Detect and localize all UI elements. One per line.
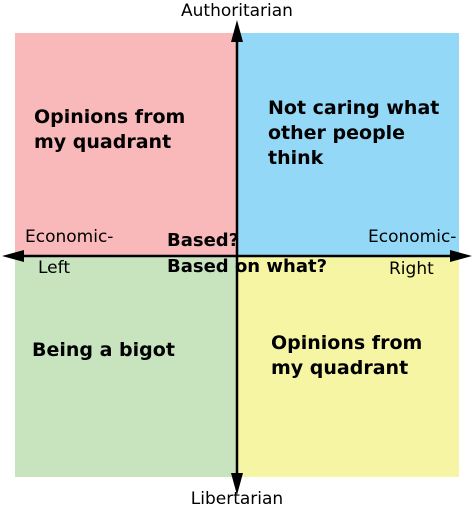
quadrant-top-left-text: Opinions from my quadrant [34,105,185,155]
quadrant-bottom-left [15,255,237,477]
axis-label-libertarian: Libertarian [190,489,284,509]
arrow-down-icon [231,473,243,495]
arrow-left-icon [2,250,24,262]
quadrant-bottom-left-text: Being a bigot [32,338,175,363]
axis-label-economic-right-line2: Right [389,259,434,279]
center-text-line2: Based on what? [167,256,328,277]
arrow-up-icon [231,20,243,42]
quadrant-bottom-right-text: Opinions from my quadrant [271,331,422,381]
quadrant-bottom-right [237,255,459,477]
arrow-right-icon [450,250,472,262]
quadrant-text-line: Opinions from [34,106,186,128]
quadrant-top-left [15,33,237,255]
quadrant-text-line: other people [268,122,406,144]
center-text: Based? Based on what? [167,228,327,280]
quadrant-top-right-text: Not caring what other people think [268,96,439,171]
axis-label-authoritarian: Authoritarian [181,1,293,21]
quadrant-text-line: Not caring what [268,97,440,119]
quadrant-text-line: think [268,147,324,169]
quadrant-text-line: Being a bigot [32,339,175,361]
quadrant-text-line: my quadrant [34,131,172,153]
axis-label-economic-left-line1: Economic- [25,227,114,247]
quadrant-text-line: my quadrant [271,357,409,379]
quadrant-top-right [237,33,459,255]
center-text-line1: Based? [167,230,240,251]
axis-label-economic-left-line2: Left [38,258,70,278]
quadrant-text-line: Opinions from [271,332,423,354]
axis-label-economic-right-line1: Economic- [368,227,457,247]
